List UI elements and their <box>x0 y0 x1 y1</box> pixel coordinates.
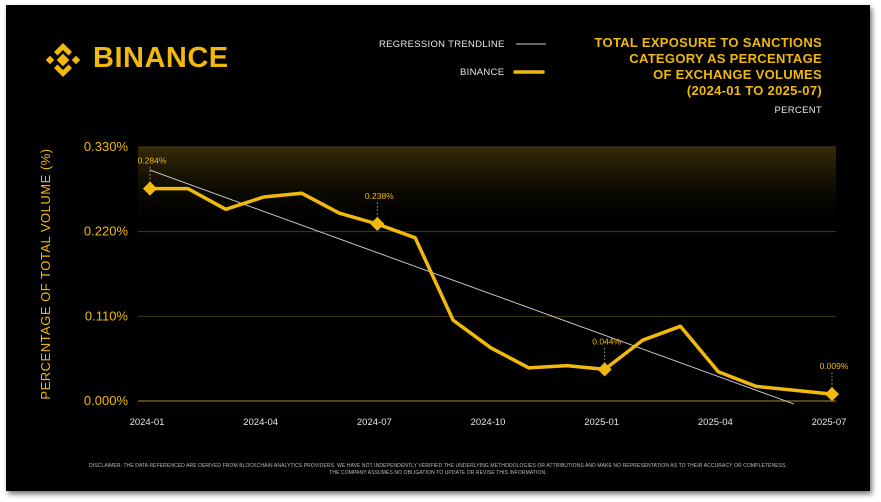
x-tick-label: 2025-04 <box>698 417 733 428</box>
x-tick-label: 2024-10 <box>471 417 506 428</box>
data-point-marker <box>824 387 840 402</box>
x-tick-label: 2024-07 <box>357 417 392 428</box>
line-chart: 0.000% 0.110% 0.220% 0.330% PERCENTAGE OF TO… <box>38 139 849 428</box>
disclaimer-line: THE COMPANY ASSUMES NO OBLIGATION TO UPD… <box>329 470 547 476</box>
binance-logo: BINANCE <box>43 40 243 80</box>
chart-title-line: TOTAL EXPOSURE TO SANCTIONS <box>594 35 822 50</box>
y-tick-label: 0.110% <box>85 308 129 323</box>
data-point-marker <box>142 181 158 196</box>
data-label: 0.009% <box>820 361 849 371</box>
legend-item-binance: BINANCE <box>460 67 547 78</box>
binance-series-line <box>148 186 834 396</box>
legend-swatch-binance <box>513 70 546 75</box>
chart-title-line: OF EXCHANGE VOLUMES <box>653 67 822 82</box>
y-tick-label: 0.000% <box>84 393 129 408</box>
chart-title-line: (2024-01 TO 2025-07) <box>686 83 822 98</box>
chart-title: TOTAL EXPOSURE TO SANCTIONS CATEGORY AS … <box>522 35 822 99</box>
data-label: 0.044% <box>592 336 621 346</box>
data-label: 0.238% <box>365 191 394 201</box>
regression-trendline <box>149 169 795 405</box>
disclaimer: DISCLAIMER: THE DATA REFERENCED ARE DERI… <box>6 463 870 477</box>
x-tick-label: 2024-01 <box>130 417 165 428</box>
unit-label: PERCENT <box>774 105 822 116</box>
plot-band <box>138 147 836 232</box>
y-tick-label: 0.220% <box>84 224 129 239</box>
legend-label-binance: BINANCE <box>460 67 505 78</box>
binance-logo-icon <box>45 43 81 77</box>
chart-title-line: CATEGORY AS PERCENTAGE <box>629 51 822 66</box>
data-point-marker <box>370 216 385 232</box>
data-label: 0.284% <box>138 156 167 166</box>
x-tick-label: 2024-04 <box>243 417 278 428</box>
legend-label-trendline: REGRESSION TRENDLINE <box>379 39 505 50</box>
legend-swatch-trendline <box>515 43 546 45</box>
x-tick-label: 2025-01 <box>584 417 619 428</box>
legend-item-trendline: REGRESSION TRENDLINE <box>379 39 548 50</box>
brand-name: BINANCE <box>93 42 229 74</box>
x-tick-label: 2025-07 <box>812 417 847 428</box>
disclaimer-line: DISCLAIMER: THE DATA REFERENCED ARE DERI… <box>89 463 787 469</box>
chart-frame: BINANCE REGRESSION TRENDLINE BINANCE TOT… <box>6 5 870 491</box>
y-axis-label: PERCENTAGE OF TOTAL VOLUME (%) <box>38 148 53 399</box>
y-tick-label: 0.330% <box>84 139 129 154</box>
data-point-marker <box>597 362 612 377</box>
